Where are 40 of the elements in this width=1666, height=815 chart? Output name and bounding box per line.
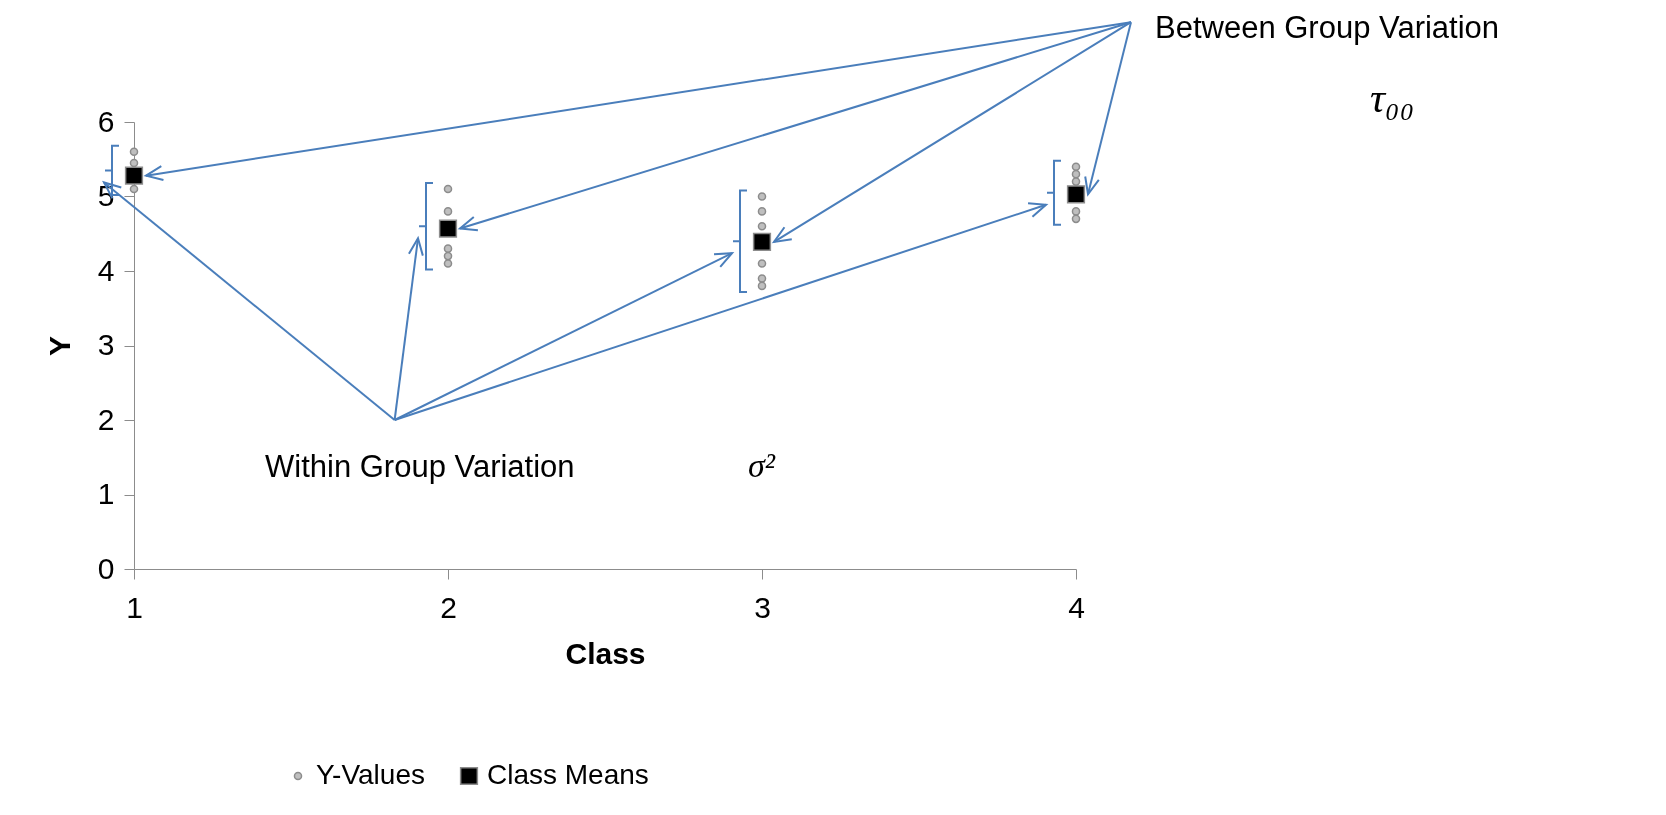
annotation: Within Group Variation: [265, 449, 575, 484]
point: [1066, 185, 1086, 204]
point: [752, 232, 772, 252]
point: [757, 192, 767, 201]
y-tick-label: 6: [97, 104, 115, 138]
y-tick-label: 1: [97, 477, 115, 510]
legend-label: Y-Values: [316, 759, 425, 790]
point: [1071, 207, 1081, 216]
point: [443, 207, 453, 216]
y-tick-label: 2: [97, 402, 115, 436]
y-tick-label: 3: [97, 328, 115, 361]
y-tick-label: 4: [97, 253, 115, 287]
x-tick-label: 4: [1068, 590, 1085, 624]
point: [443, 259, 453, 268]
y-axis-title: Y: [42, 335, 76, 357]
point: [129, 158, 139, 168]
y-tick-label: 0: [97, 551, 115, 585]
point: [1071, 162, 1081, 171]
point: [129, 184, 139, 194]
x-axis-title: Class: [565, 636, 646, 670]
point: [757, 207, 767, 216]
point: [443, 184, 453, 194]
text: τ₀₀: [1370, 75, 1415, 121]
annotation: σ²: [748, 447, 776, 484]
x-tick-label: 3: [754, 590, 771, 624]
point: [124, 166, 144, 185]
x-tick-label: 1: [126, 590, 143, 624]
point: [757, 274, 767, 283]
point: [757, 281, 767, 291]
point: [757, 259, 767, 268]
point: [443, 244, 453, 253]
point: [129, 147, 139, 157]
point: [1071, 177, 1081, 186]
legend-label: Class Means: [487, 759, 649, 790]
point: [438, 219, 458, 238]
x-tick-label: 2: [440, 590, 457, 624]
point: [1071, 214, 1081, 224]
point: [1071, 169, 1081, 179]
text: Between Group Variation: [1155, 10, 1500, 45]
point: [757, 222, 767, 231]
